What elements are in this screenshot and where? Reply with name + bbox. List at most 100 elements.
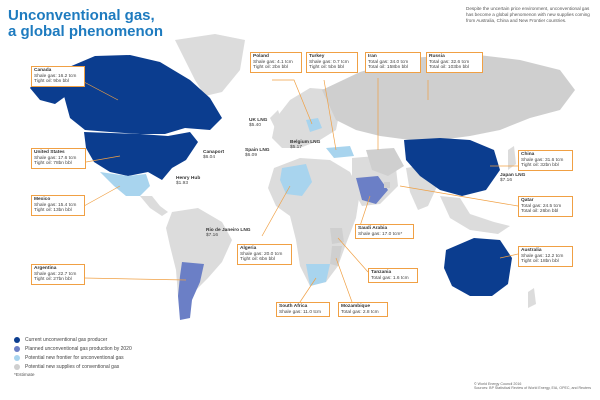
canada-name: Canada [34,68,52,73]
saudi-arabia-shape[interactable] [356,176,388,204]
qatar-shape[interactable] [384,182,390,188]
label-mozambique[interactable]: Mozambique Total gas: 2.8 tcm [338,302,388,318]
australia-line-2: Tight oil: 18bn bbl [521,259,559,265]
lng-canaport: Canaport $6.04 [203,150,224,161]
australia-name: Australia [521,248,542,253]
legend: Current unconventional gas producer Plan… [14,335,132,378]
label-tanzania[interactable]: Tanzania Total gas: 1.6 tcm [368,268,418,284]
saudi-arabia-name: Saudi Arabia [358,226,388,231]
lng-uk-price: $5.40 [249,123,262,129]
legend-label-conventional: Potential new supplies of conventional g… [25,363,120,370]
southeast-asia-shape [440,196,510,234]
legend-dot-frontier [14,354,20,361]
label-south-africa[interactable]: South Africa Shale gas: 11.0 tcm [276,302,330,318]
label-mexico[interactable]: Mexico Shale gas: 15.4 tcm Tight oil: 13… [31,195,85,216]
label-poland[interactable]: Poland Shale gas: 4.1 tcm Tight oil: 2bn… [250,52,302,73]
leader-line-saudi-arabia [359,195,371,227]
russia-line-1: Total gas: 32.6 tcm [429,59,470,65]
leader-line-usa [85,155,121,163]
argentina-line-1: Shale gas: 22.7 tcm [34,271,77,277]
lng-japan-name: Japan LNG [500,173,526,178]
lng-henry-hub-price: $1.93 [176,181,189,187]
iran-line-1: Total gas: 34.0 tcm [368,59,409,65]
label-australia[interactable]: Australia Shale gas: 12.2 tcm Tight oil:… [518,246,573,267]
canada-shape[interactable] [62,55,222,134]
lng-henry-hub: Henry Hub $1.93 [176,176,200,187]
algeria-shape[interactable] [280,164,312,196]
turkey-name: Turkey [309,54,325,59]
leader-line-australia [499,253,519,259]
legend-item-planned: Planned unconventional gas production by… [14,344,132,353]
lng-spain: Spain LNG $6.09 [245,148,270,159]
usa-shape[interactable] [84,132,198,180]
lng-rio-price: $7.16 [206,233,219,239]
algeria-line-2: Tight oil: 6bn bbl [240,257,276,263]
poland-name: Poland [253,54,269,59]
leader-line-mozambique [335,257,353,303]
leader-line-qatar [399,185,519,207]
south-africa-line-1: Shale gas: 11.0 tcm [279,309,322,315]
argentina-shape[interactable] [178,262,204,320]
algeria-name: Algeria [240,246,257,251]
leader-line-poland [272,79,313,125]
lng-canaport-name: Canaport [203,150,225,155]
europe-shape [272,88,340,148]
lng-japan-price: $7.16 [500,178,513,184]
legend-label-frontier: Potential new frontier for unconventiona… [25,354,124,361]
russia-line-2: Total oil: 103bn bbl [429,65,470,71]
label-saudi-arabia[interactable]: Saudi Arabia Shale gas: 17.0 tcm* [355,224,414,240]
label-russia[interactable]: Russia Total gas: 32.6 tcm Total oil: 10… [426,52,483,73]
leader-line-argentina [83,277,187,281]
new-zealand-shape [528,288,536,308]
united-states-line-2: Tight oil: 78bn bbl [34,161,72,167]
russia-name: Russia [429,54,445,59]
poland-shape[interactable] [306,118,322,132]
label-qatar[interactable]: Qatar Total gas: 24.5 tcm Total oil: 26b… [518,196,573,217]
lng-canaport-price: $6.04 [203,155,216,161]
label-iran[interactable]: Iran Total gas: 34.0 tcm Total oil: 158b… [365,52,421,73]
label-united-states[interactable]: United States Shale gas: 17.6 tcm Tight … [31,148,86,169]
intro-text: Despite the uncertain price environment,… [466,6,590,23]
legend-item-conventional: Potential new supplies of conventional g… [14,362,132,371]
united-states-name: United States [34,150,65,155]
poland-line-1: Shale gas: 4.1 tcm [253,59,293,65]
algeria-line-1: Shale gas: 20.0 tcm [240,251,283,257]
turkey-line-2: Tight oil: 5bn bbl [309,65,345,71]
mexico-shape[interactable] [100,172,150,196]
label-china[interactable]: China Shale gas: 31.6 tcm Tight oil: 32b… [518,150,573,171]
legend-item-frontier: Potential new frontier for unconventiona… [14,353,132,362]
poland-line-2: Tight oil: 2bn bbl [253,65,289,71]
china-shape[interactable] [404,138,500,196]
south-africa-shape[interactable] [306,264,330,286]
lng-japan: Japan LNG $7.16 [500,173,525,184]
iran-name: Iran [368,54,377,59]
label-algeria[interactable]: Algeria Shale gas: 20.0 tcm Tight oil: 6… [237,244,292,265]
label-argentina[interactable]: Argentina Shale gas: 22.7 tcm Tight oil:… [31,264,85,285]
lng-belgium: Belgium LNG $5.17 [290,140,320,151]
lng-rio: Rio de Janeiro LNG $7.16 [206,228,251,239]
lng-belgium-name: Belgium LNG [290,140,321,145]
australia-shape[interactable] [444,238,512,296]
mexico-line-2: Tight oil: 13bn bbl [34,208,72,214]
mozambique-shape[interactable] [330,246,342,266]
iran-shape[interactable] [366,148,404,176]
lng-uk: UK LNG $5.40 [249,118,267,129]
label-canada[interactable]: Canada Shale gas: 16.2 tcm Tight oil: 9b… [31,66,85,87]
tanzania-shape[interactable] [330,228,344,244]
label-turkey[interactable]: Turkey Shale gas: 0.7 tcm Tight oil: 5bn… [306,52,358,73]
canada-line-1: Shale gas: 16.2 tcm [34,73,77,79]
leader-line-canada [83,81,119,101]
lng-henry-hub-name: Henry Hub [176,176,201,181]
turkey-shape[interactable] [326,146,354,158]
title-line-2: a global phenomenon [8,23,164,40]
russia-shape[interactable] [322,54,575,140]
south-america-shape [166,208,232,300]
mexico-name: Mexico [34,197,51,202]
lng-rio-name: Rio de Janeiro LNG [206,228,251,233]
china-line-1: Shale gas: 31.6 tcm [521,157,564,163]
argentina-line-2: Tight oil: 27bn bbl [34,277,72,283]
qatar-name: Qatar [521,198,534,203]
tanzania-line-1: Total gas: 1.6 tcm [371,275,409,281]
iran-line-2: Total oil: 158bn bbl [368,65,409,71]
